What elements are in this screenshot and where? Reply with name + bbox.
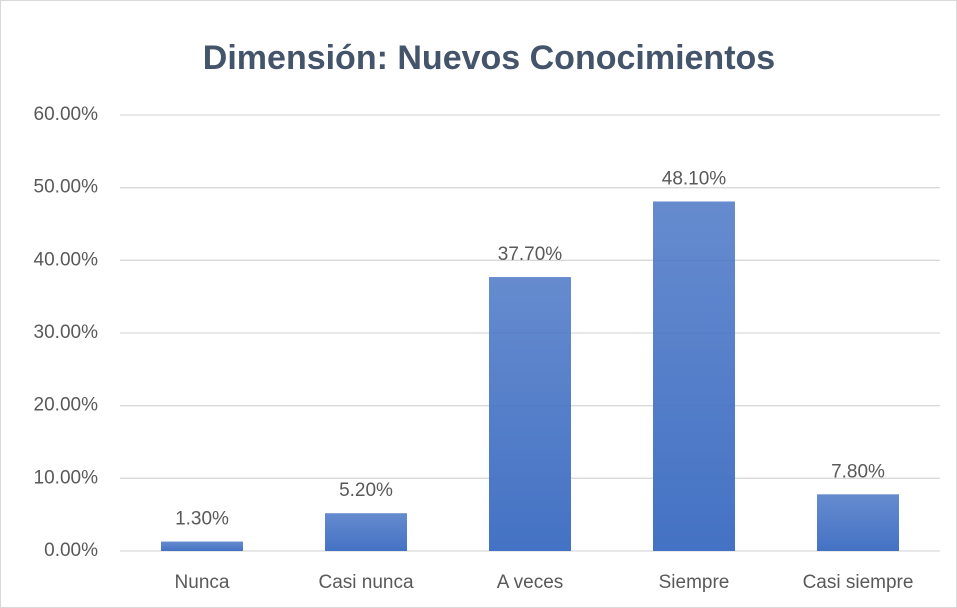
- y-tick-label: 0.00%: [44, 540, 98, 561]
- y-tick-label: 10.00%: [34, 467, 99, 488]
- y-tick-label: 40.00%: [34, 249, 99, 270]
- bar: [653, 201, 735, 551]
- chart-title: Dimensión: Nuevos Conocimientos: [203, 39, 775, 77]
- x-tick-label: Siempre: [659, 572, 730, 593]
- y-tick-label: 20.00%: [34, 395, 99, 416]
- data-label: 1.30%: [175, 509, 229, 530]
- bar: [817, 494, 899, 551]
- x-tick-label: Nunca: [175, 572, 230, 593]
- data-label: 48.10%: [662, 168, 727, 189]
- bar: [489, 277, 571, 551]
- x-tick-label: Casi nunca: [318, 572, 413, 593]
- x-tick-label: A veces: [497, 572, 564, 593]
- y-tick-label: 50.00%: [34, 177, 99, 198]
- data-label: 37.70%: [498, 244, 563, 265]
- x-tick-label: Casi siempre: [803, 572, 914, 593]
- bar: [325, 513, 407, 551]
- data-label: 7.80%: [831, 461, 885, 482]
- y-tick-label: 30.00%: [34, 322, 99, 343]
- y-tick-label: 60.00%: [34, 104, 99, 125]
- data-label: 5.20%: [339, 480, 393, 501]
- bar: [161, 541, 243, 551]
